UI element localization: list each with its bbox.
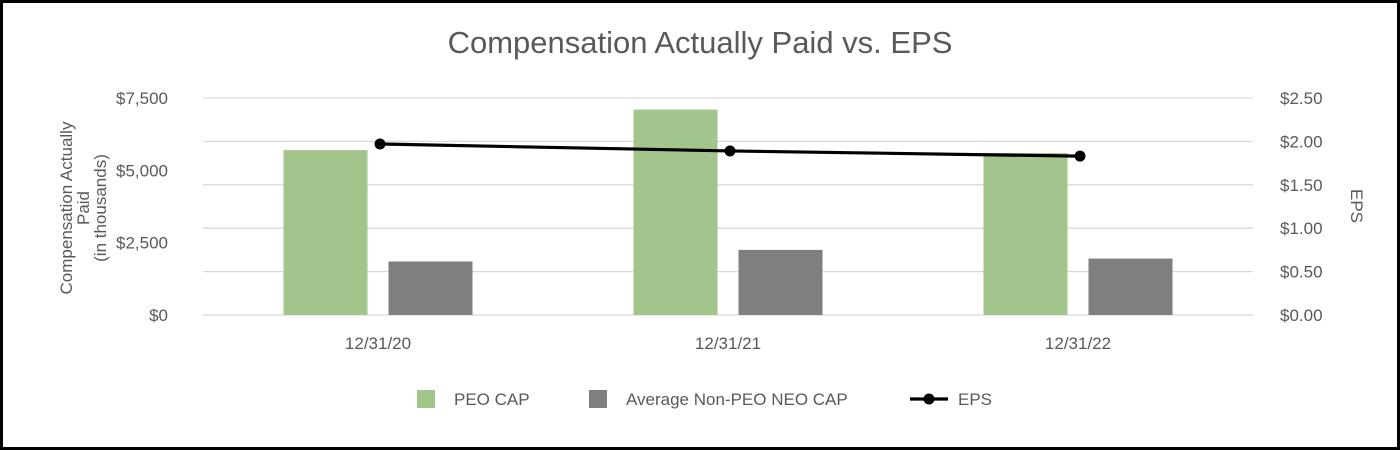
right-axis-label: EPS: [1347, 189, 1366, 223]
left-tick-label: $0: [149, 306, 168, 325]
x-tick-label: 12/31/21: [695, 334, 761, 353]
right-tick-label: $1.00: [1280, 219, 1323, 238]
eps-point: [1074, 150, 1086, 162]
left-axis-ticks: $0 $2,500 $5,000 $7,500: [116, 89, 168, 325]
right-tick-label: $1.50: [1280, 176, 1323, 195]
neo-cap-bar: [388, 261, 473, 315]
left-axis-label: Compensation ActuallyPaid(in thousands): [57, 121, 110, 294]
x-tick-label: 12/31/22: [1045, 334, 1111, 353]
peo-cap-bar: [983, 152, 1068, 315]
x-axis-ticks: 12/31/20 12/31/21 12/31/22: [345, 334, 1111, 353]
legend: PEO CAP Average Non-PEO NEO CAP EPS: [417, 390, 992, 409]
legend-label: PEO CAP: [454, 390, 530, 409]
bars: [283, 109, 1173, 315]
neo-cap-bar: [738, 249, 823, 315]
left-tick-label: $7,500: [116, 89, 168, 108]
legend-label: Average Non-PEO NEO CAP: [626, 390, 848, 409]
chart-title: Compensation Actually Paid vs. EPS: [448, 25, 953, 60]
eps-point: [724, 145, 736, 157]
right-axis-ticks: $0.00 $0.50 $1.00 $1.50 $2.00 $2.50: [1280, 89, 1323, 325]
peo-cap-bar: [633, 109, 718, 315]
right-tick-label: $0.00: [1280, 306, 1323, 325]
neo-cap-bar: [1088, 258, 1173, 315]
legend-label: EPS: [958, 390, 992, 409]
left-tick-label: $5,000: [116, 161, 168, 180]
left-axis-label-line: (in thousands): [91, 154, 110, 262]
legend-swatch: [417, 390, 435, 408]
right-tick-label: $2.00: [1280, 132, 1323, 151]
legend-swatch: [589, 390, 607, 408]
peo-cap-bar: [283, 150, 368, 315]
left-axis-label-line: Compensation Actually: [57, 121, 76, 294]
left-axis-label-line: Paid: [74, 191, 93, 225]
eps-line: [374, 138, 1086, 162]
right-tick-label: $2.50: [1280, 89, 1323, 108]
x-tick-label: 12/31/20: [345, 334, 411, 353]
left-tick-label: $2,500: [116, 234, 168, 253]
eps-point: [374, 138, 386, 150]
right-tick-label: $0.50: [1280, 263, 1323, 282]
legend-marker: [923, 393, 935, 405]
